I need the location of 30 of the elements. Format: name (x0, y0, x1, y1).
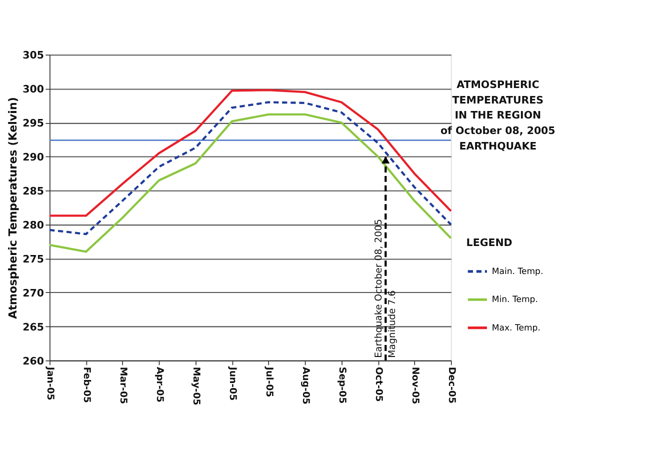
x-tick-label: Nov-05 (409, 366, 420, 404)
y-tick-label: 285 (22, 185, 44, 198)
legend-title: LEGEND (466, 236, 512, 249)
x-tick-label: Jan-05 (44, 366, 56, 400)
y-tick-label: 300 (22, 83, 44, 96)
y-tick-label: 280 (22, 219, 44, 232)
x-tick-label: Jun-05 (226, 366, 238, 401)
x-tick-label: Feb-05 (80, 366, 92, 403)
x-tick-label: Apr-05 (154, 366, 165, 402)
y-tick-label: 305 (22, 50, 44, 62)
y-tick-label: 290 (22, 151, 44, 164)
x-tick-label: Oct-05 (372, 366, 384, 402)
x-tick-label: Dec-05 (446, 366, 457, 404)
text: ATMOSPHERIC TEMPERATURES IN THE REGION of October 08, 2005 EARTHQUAKE (440, 78, 556, 152)
x-tick-label: Jul-05 (263, 366, 274, 398)
y-tick-label: 295 (22, 117, 44, 130)
y-tick-label: 265 (22, 321, 44, 334)
legend-label: Min. Temp. (492, 295, 538, 306)
y-tick-label: 260 (22, 355, 44, 368)
annotation: Earthquake October 08, 2005 Magnitude 7.6 (373, 218, 398, 358)
legend-label: Main. Temp. (492, 267, 544, 277)
y-axis-title: Atmospheric Temperatures (Kelvin) (6, 97, 20, 319)
x-tick-label: Mar-05 (117, 366, 128, 404)
y-tick-label: 275 (22, 253, 44, 266)
x-tick-label: May-05 (190, 366, 202, 406)
legend-label: Max. Temp. (492, 323, 540, 334)
line-series (48, 88, 452, 217)
x-tick-label: Sep-05 (336, 366, 348, 404)
y-tick-label: 270 (22, 287, 44, 300)
x-tick-label: Aug-05 (300, 366, 311, 404)
